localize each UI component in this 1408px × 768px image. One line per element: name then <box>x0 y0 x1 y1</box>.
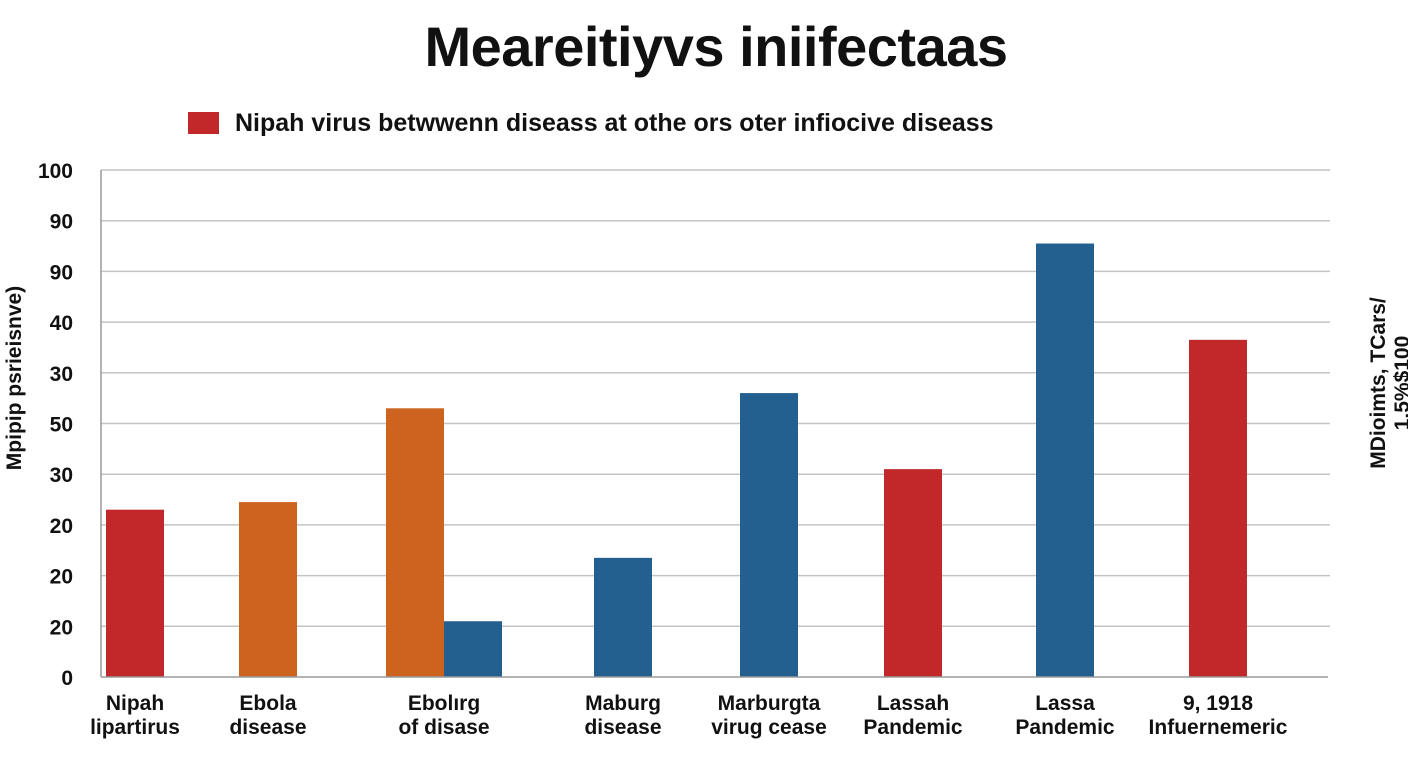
y-tick-label: 20 <box>50 515 73 538</box>
x-category-label: Lassah <box>877 692 949 715</box>
bar <box>1189 339 1247 677</box>
bar <box>740 393 798 677</box>
legend-swatch <box>188 112 219 134</box>
x-category-label: Maburg <box>585 692 661 715</box>
x-category-label: Lassa <box>1035 692 1095 715</box>
y-tick-label: 50 <box>50 414 73 437</box>
x-category-label: Ebola <box>239 692 296 715</box>
bar <box>106 509 164 677</box>
gridlines <box>101 169 1330 628</box>
y-tick-label: 20 <box>50 616 73 639</box>
y-tick-label: 30 <box>50 464 73 487</box>
right-axis-title-line-1: MDioimts, TCars/ <box>1367 297 1390 469</box>
y-tick-label: 90 <box>50 211 73 234</box>
y-tick-label: 30 <box>50 363 73 386</box>
x-category-label: disease <box>584 716 661 739</box>
x-category-label: Marburgta <box>718 692 821 715</box>
y-tick-label: 0 <box>61 667 73 690</box>
x-category-label: of disase <box>398 716 489 739</box>
right-axis-title: MDioimts, TCars/ 1.5%$100 <box>1367 297 1408 469</box>
y-axis-title: Mpipip psrieisnve) <box>3 286 26 470</box>
bars <box>106 243 1247 677</box>
x-category-label: Pandemic <box>863 716 963 739</box>
bar <box>1036 243 1094 677</box>
bar <box>386 408 444 677</box>
x-category-label: Nipah <box>106 692 164 715</box>
x-category-label: lipartirus <box>90 716 180 739</box>
legend: Nipah virus betwwenn diseass at othe ors… <box>188 108 994 138</box>
legend-label: Nipah virus betwwenn diseass at othe ors… <box>235 108 994 137</box>
bar <box>444 621 502 677</box>
x-category-label: Ebolırg <box>408 692 480 715</box>
y-tick-label: 20 <box>50 566 73 589</box>
x-category-label: 9, 1918 <box>1183 692 1253 715</box>
x-category-label: Infuernemeric <box>1149 716 1288 739</box>
y-tick-label: 100 <box>38 160 73 183</box>
chart-title: Meareitiyvs iniifectaas <box>424 15 1008 78</box>
x-category-label: virug cease <box>711 716 827 739</box>
right-axis-title-line-2: 1.5%$100 <box>1391 336 1408 431</box>
x-category-label: disease <box>229 716 306 739</box>
x-category-label: Pandemic <box>1015 716 1115 739</box>
bar <box>594 557 652 677</box>
bar <box>239 502 297 677</box>
y-tick-label: 90 <box>50 261 73 284</box>
bar <box>884 469 942 677</box>
y-tick-label: 40 <box>50 312 73 335</box>
y-tick-labels: 0 20 20 20 30 50 30 40 90 90 100 <box>38 160 73 690</box>
